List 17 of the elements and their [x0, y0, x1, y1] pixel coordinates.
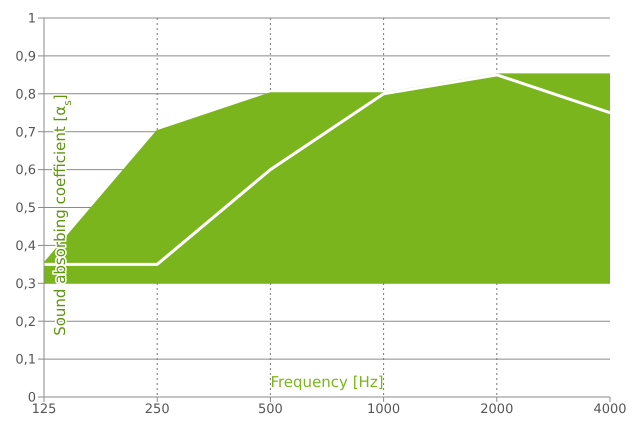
x-tick-label: 125: [32, 402, 56, 418]
x-tick-label: 250: [144, 402, 170, 418]
y-tick-label: 0,5: [15, 201, 36, 216]
y-tick-label: 0,8: [15, 87, 36, 102]
y-tick-label: 0,1: [15, 352, 36, 368]
y-tick-label: 0,2: [15, 314, 36, 330]
y-tick-label: 1: [28, 12, 36, 27]
y-tick-label: 0,7: [15, 125, 36, 140]
y-tick-label: 0,4: [15, 239, 36, 254]
x-axis-title: Frequency [Hz]: [270, 373, 384, 391]
x-tick-label: 500: [258, 402, 283, 418]
y-tick-label: 0,9: [15, 50, 36, 65]
x-tick-label: 1000: [367, 402, 400, 418]
x-tick-label: 4000: [593, 402, 627, 418]
y-tick-label: 0,6: [15, 163, 36, 178]
y-tick-label: 0,3: [15, 276, 36, 292]
x-tick-label: 2000: [480, 402, 514, 418]
